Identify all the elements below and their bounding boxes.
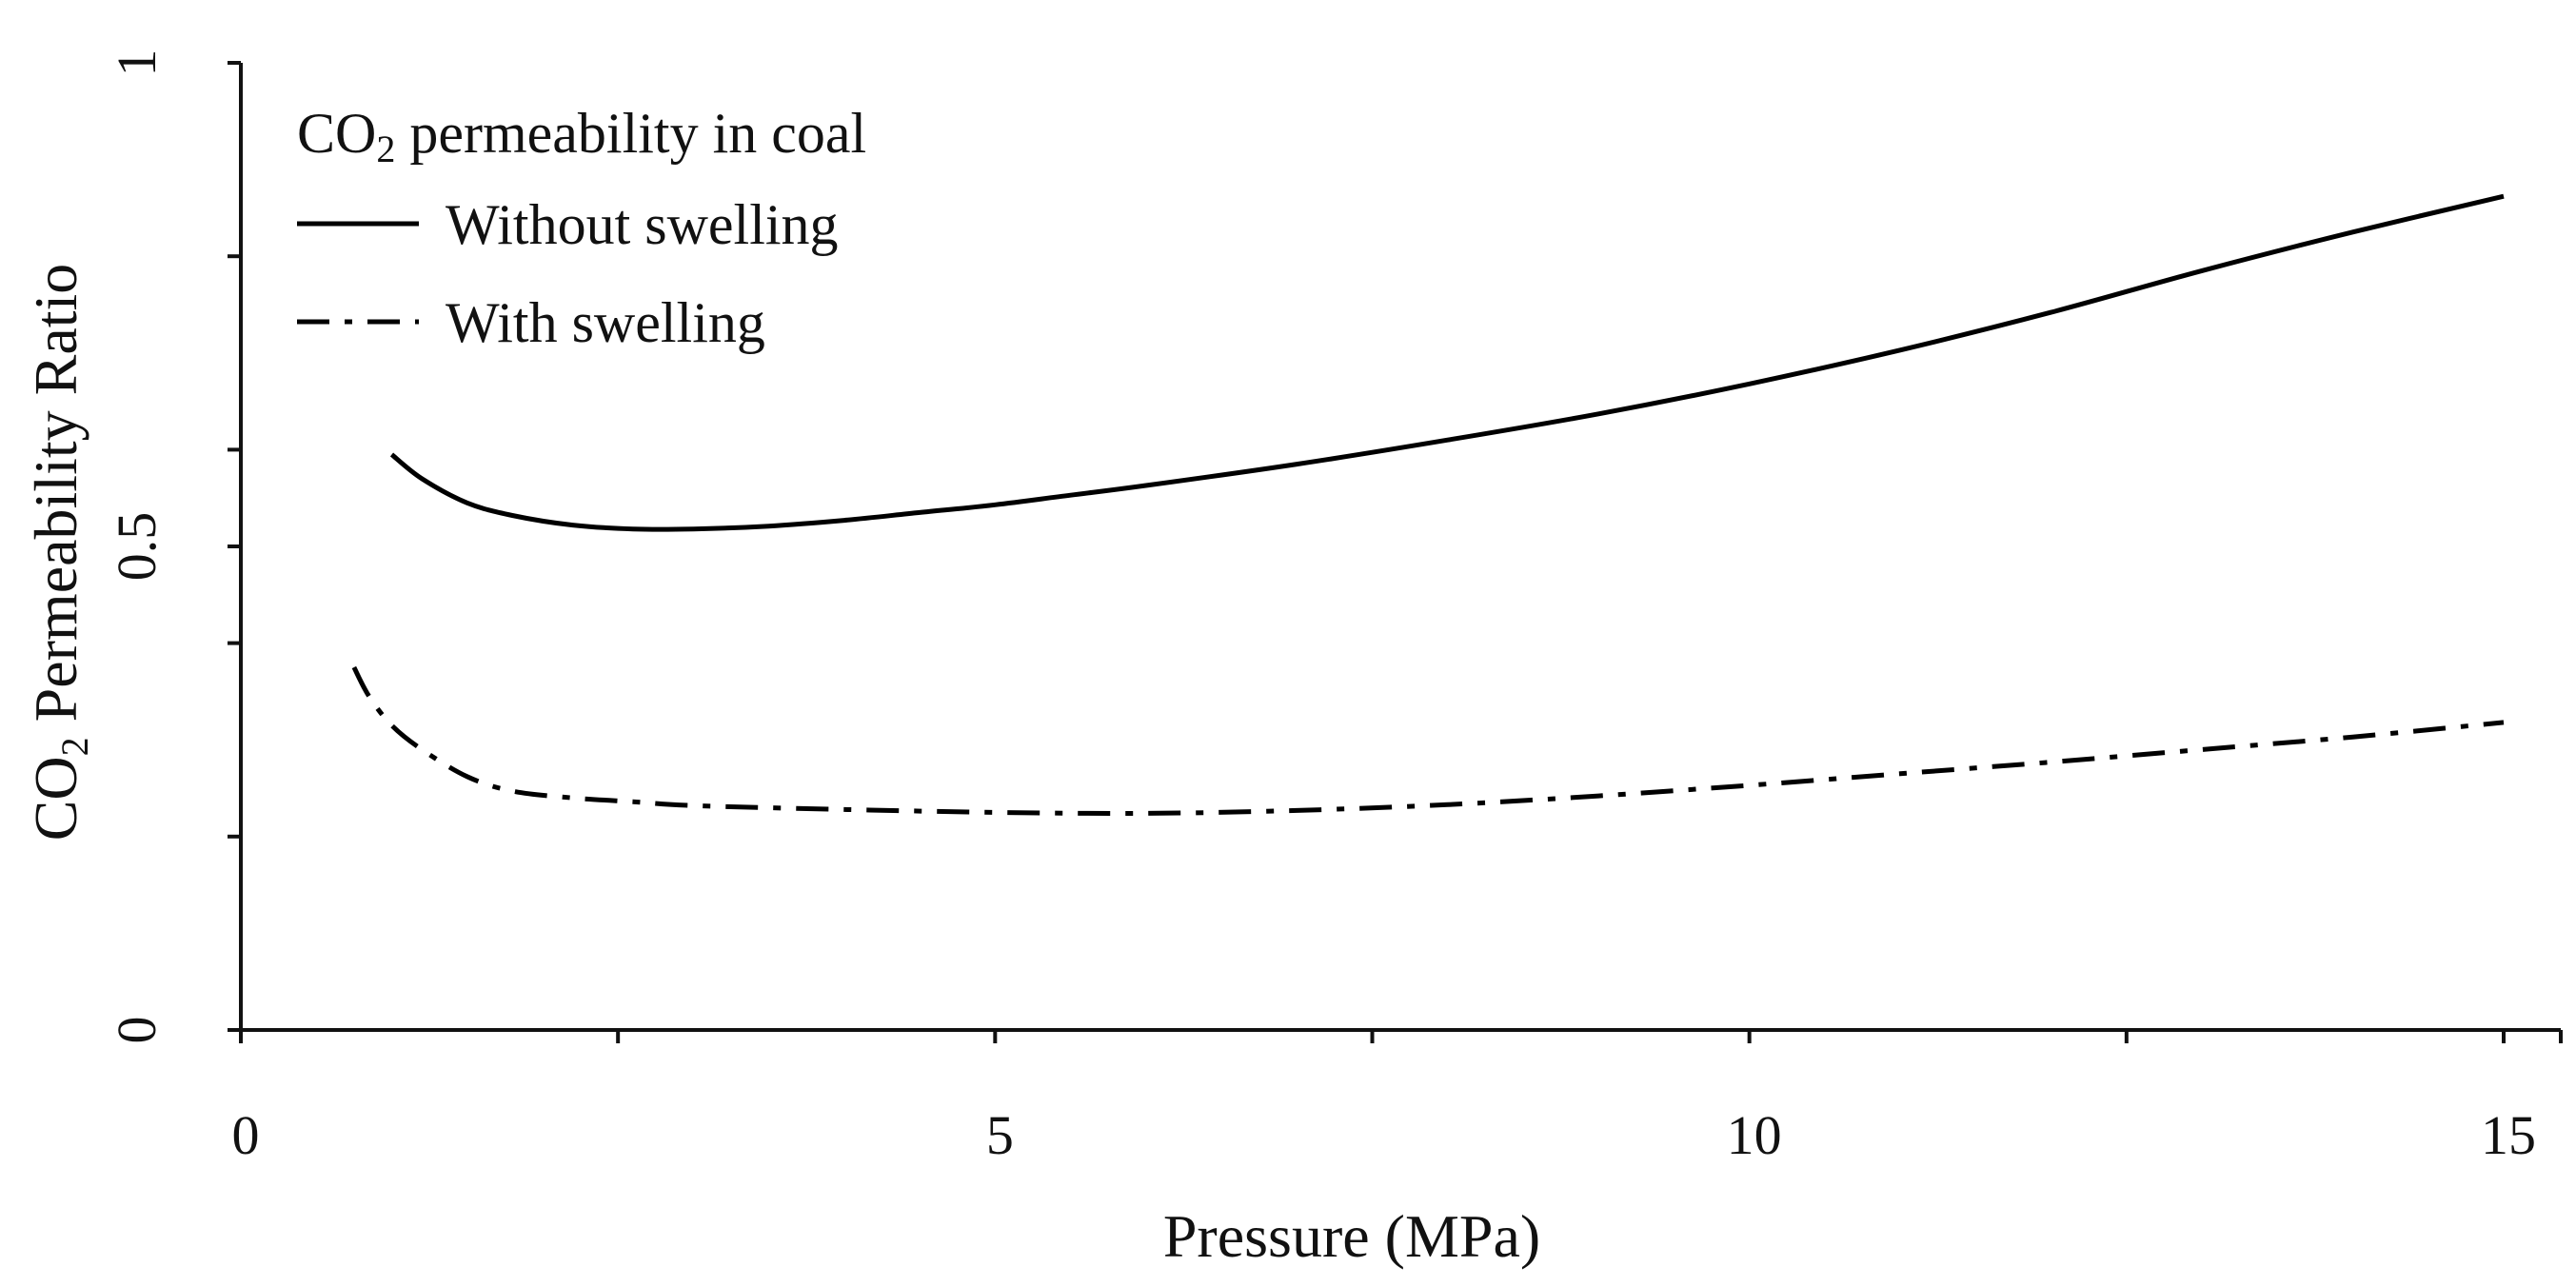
legend-label-with-swelling: With swelling [446, 291, 765, 354]
legend-title-prefix: CO [297, 102, 376, 165]
legend-label-without-swelling: Without swelling [446, 193, 839, 256]
y-axis-title-prefix: CO [22, 756, 89, 841]
x-ticks: 0 5 10 15 [232, 1030, 2563, 1166]
y-tick-label: 0.5 [106, 512, 168, 582]
y-axis-title-subscript: 2 [53, 737, 96, 756]
y-tick-label: 1 [106, 50, 168, 77]
y-axis-title: CO2 Permeability Ratio [22, 264, 96, 842]
y-axis-title-suffix: Permeability Ratio [22, 264, 89, 738]
x-tick-label: 15 [2481, 1104, 2536, 1166]
x-axis-title: Pressure (MPa) [1163, 1202, 1540, 1270]
series-line-without-swelling [389, 193, 2505, 532]
legend-title-suffix: permeability in coal [395, 102, 866, 165]
y-tick-label: 0 [106, 1017, 168, 1044]
y-ticks: 00.51 [106, 50, 241, 1044]
series-group [351, 193, 2505, 817]
x-tick-label: 0 [232, 1104, 260, 1166]
series-line-with-swelling [351, 665, 2505, 817]
x-tick-label: 10 [1727, 1104, 1782, 1166]
legend: CO2 permeability in coal Without swellin… [297, 102, 866, 354]
legend-title-subscript: 2 [376, 128, 395, 170]
legend-title: CO2 permeability in coal [297, 102, 866, 170]
x-tick-label: 5 [986, 1104, 1014, 1166]
